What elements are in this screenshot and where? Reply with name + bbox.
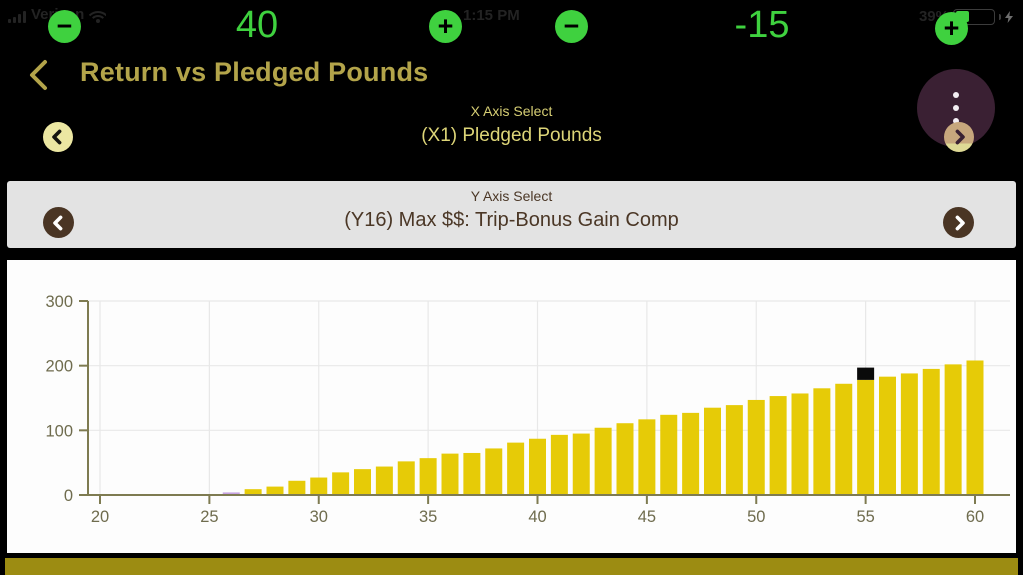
charging-bolt-icon [1005,10,1013,23]
svg-text:25: 25 [200,508,218,526]
svg-text:55: 55 [856,508,874,526]
back-button[interactable] [24,59,54,93]
y-axis-prev-button[interactable] [43,207,74,238]
svg-text:30: 30 [310,508,328,526]
x-axis-select-label: X Axis Select [470,103,553,119]
back-chevron-icon [30,60,47,90]
svg-text:40: 40 [528,508,546,526]
svg-text:20: 20 [91,508,109,526]
ellipsis-dot [953,105,959,111]
svg-text:35: 35 [419,508,437,526]
left-stepper-value: 40 [235,4,279,46]
svg-text:45: 45 [638,508,656,526]
chevron-right-icon [955,215,965,230]
battery-nub-icon [999,13,1001,20]
y-axis-select-label: Y Axis Select [470,188,553,204]
svg-text:300: 300 [45,293,73,311]
x-axis-select-value: (X1) Pledged Pounds [421,125,602,146]
page-title: Return vs Pledged Pounds [80,57,429,87]
svg-text:0: 0 [64,487,73,505]
status-stepper-bar: Verizon 1:15 PM 39% − 40 + − -15 + [0,0,1023,55]
chart-svg[interactable]: 20 25 30 35 40 45 50 55 60 0 100 200 300 [7,260,1016,553]
chart-panel: 20 25 30 35 40 45 50 55 60 0 100 200 300 [7,260,1016,553]
chevron-left-icon [52,129,62,145]
x-axis-next-button[interactable] [944,122,974,152]
bottom-bar[interactable] [5,558,1018,575]
increment-left-button[interactable]: + [429,10,462,43]
svg-text:200: 200 [45,358,73,376]
svg-text:60: 60 [966,508,984,526]
svg-text:100: 100 [45,422,73,440]
title-bar: Return vs Pledged Pounds [0,55,1023,97]
signal-strength-icon [8,11,26,23]
wifi-icon [89,11,107,23]
right-stepper-value: -15 [734,4,790,46]
y-axis-next-button[interactable] [943,207,974,238]
clock-label: 1:15 PM [463,7,520,24]
ellipsis-dot [953,92,959,98]
decrement-right-button[interactable]: − [555,10,588,43]
y-axis-select-section: Y Axis Select (Y16) Max $$: Trip-Bonus G… [7,181,1016,248]
svg-text:50: 50 [747,508,765,526]
x-axis-select-section: X Axis Select (X1) Pledged Pounds [0,97,1023,165]
chevron-left-icon [52,215,62,230]
x-axis-prev-button[interactable] [43,122,73,152]
chevron-right-icon [955,129,965,145]
increment-right-button[interactable]: + [935,12,968,45]
ellipsis-dot [953,118,959,124]
decrement-left-button[interactable]: − [48,10,81,43]
y-axis-select-value: (Y16) Max $$: Trip-Bonus Gain Comp [344,209,679,231]
